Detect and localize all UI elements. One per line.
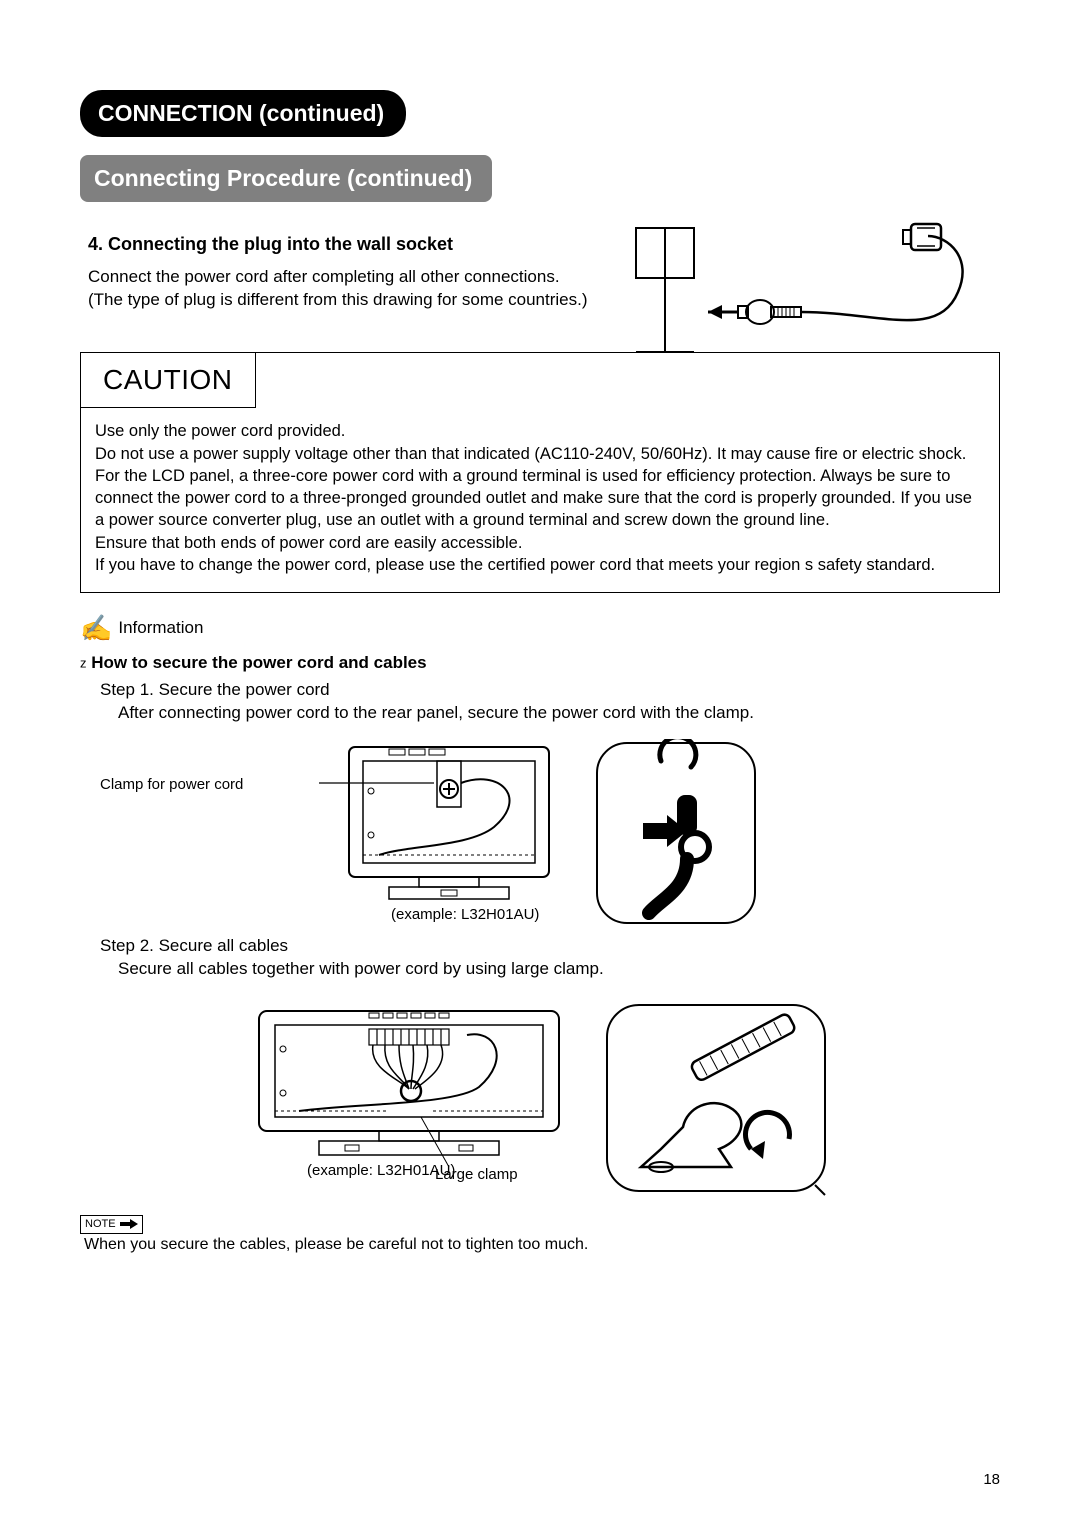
- step2-desc: Secure all cables together with power co…: [118, 958, 1000, 981]
- caution-p5: If you have to change the power cord, pl…: [95, 554, 985, 576]
- svg-text:(example: L32H01AU): (example: L32H01AU): [307, 1162, 455, 1179]
- example1-svgtext: (example: L32H01AU): [391, 906, 539, 923]
- section-header-main: CONNECTION (continued): [80, 90, 406, 137]
- information-row: ✍ Information: [80, 611, 1000, 646]
- how-to-secure-heading: z How to secure the power cord and cable…: [80, 652, 1000, 675]
- caution-p3: For the LCD panel, a three-core power co…: [95, 465, 985, 532]
- hand-writing-icon: ✍: [80, 611, 112, 646]
- caution-p2: Do not use a power supply voltage other …: [95, 443, 985, 465]
- step2-title: Step 2. Secure all cables: [100, 935, 1000, 958]
- note-text: When you secure the cables, please be ca…: [84, 1234, 1000, 1256]
- svg-text:Large clamp: Large clamp: [435, 1166, 518, 1183]
- section-4-line1: Connect the power cord after completing …: [88, 267, 560, 286]
- how-to-secure-title: How to secure the power cord and cables: [91, 653, 426, 672]
- clamp-label: Clamp for power cord: [100, 775, 243, 795]
- information-label: Information: [118, 617, 203, 640]
- caution-title: CAUTION: [80, 352, 256, 408]
- section-4-line2: (The type of plug is different from this…: [88, 290, 588, 309]
- diagram-step2: (example: L32H01AU) Large clamp: [80, 999, 1000, 1199]
- note-row: NOTE: [80, 1205, 1000, 1234]
- page-number: 18: [983, 1470, 1000, 1490]
- note-badge-text: NOTE: [85, 1217, 116, 1232]
- plug-diagram: [618, 222, 998, 352]
- caution-box: CAUTION Use only the power cord provided…: [80, 352, 1000, 593]
- step1-desc: After connecting power cord to the rear …: [118, 702, 1000, 725]
- bullet-z: z: [80, 656, 87, 671]
- step1-title: Step 1. Secure the power cord: [100, 679, 1000, 702]
- note-arrow-icon: [120, 1219, 138, 1229]
- caution-p4: Ensure that both ends of power cord are …: [95, 532, 985, 554]
- section-header-sub: Connecting Procedure (continued): [80, 155, 492, 202]
- section-4-body: Connect the power cord after completing …: [88, 266, 608, 312]
- caution-p1: Use only the power cord provided.: [95, 420, 985, 442]
- note-badge: NOTE: [80, 1215, 143, 1234]
- diagram-step1: Clamp for power cord (example: L32H01AU): [80, 739, 1000, 929]
